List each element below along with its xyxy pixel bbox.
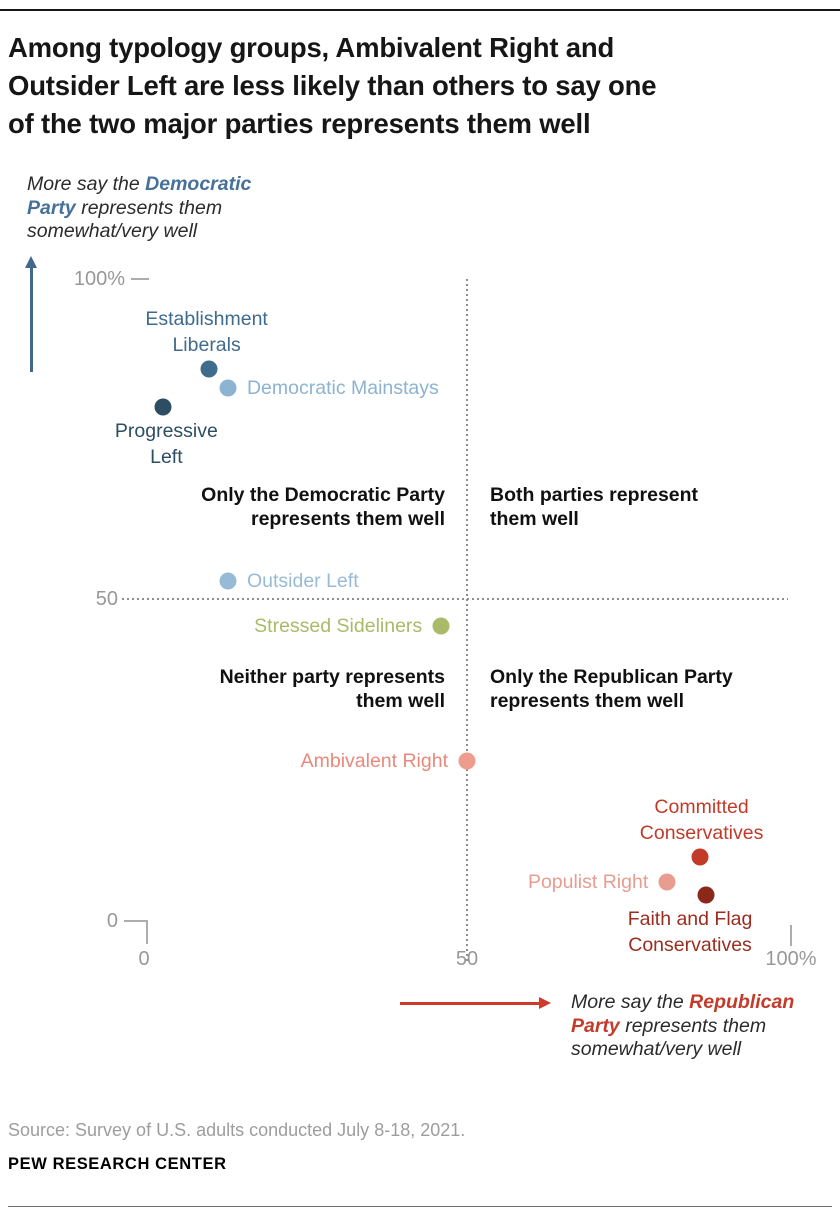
x-tick-50: 50 (455, 948, 479, 970)
annotation-text: represents them (75, 196, 223, 219)
y-tick-0-mark-vertical (146, 920, 148, 944)
quadrant-label-neither-party: Neither party represents them well (219, 666, 445, 712)
y-tick-0: 0 (106, 910, 118, 932)
up-arrow-head-icon (25, 256, 37, 268)
point-dot-outsider-left (219, 572, 237, 590)
quadrant-label-only-democratic: Only the Democratic Party represents the… (201, 484, 445, 530)
point-label-stressed-sideliners: Stressed Sideliners (254, 614, 423, 637)
republican-axis-annotation: More say the Republican Party represents … (571, 991, 794, 1062)
x-tick-100: 100% (765, 948, 817, 970)
party-name-highlight: Party (27, 196, 76, 219)
point-label-democratic-mainstays: Democratic Mainstays (246, 377, 439, 400)
page-title: Among typology groups, Ambivalent Right … (8, 32, 657, 139)
point-dot-democratic-mainstays (219, 379, 237, 397)
point-dot-ambivalent-right (458, 752, 476, 769)
x-tick-100-mark (790, 925, 792, 946)
source-note: Source: Survey of U.S. adults conducted … (8, 1120, 466, 1140)
point-label-committed-conservatives: Committed Conservatives (639, 795, 764, 844)
point-dot-populist-right (658, 873, 676, 891)
point-dot-stressed-sideliners (432, 617, 450, 635)
democratic-axis-annotation: More say the Democratic Party represents … (27, 173, 251, 244)
point-label-establishment-liberals: Establishment Liberals (145, 307, 268, 356)
party-name-highlight: Republican (689, 991, 795, 1013)
annotation-text: somewhat/very well (27, 220, 198, 242)
point-dot-establishment-liberals (200, 360, 218, 378)
point-dot-faith-and-flag-conservatives (697, 886, 715, 904)
point-label-progressive-left: Progressive Left (114, 420, 218, 469)
gridline-horizontal-50 (122, 598, 788, 600)
point-label-ambivalent-right: Ambivalent Right (300, 749, 448, 772)
point-label-faith-and-flag-conservatives: Faith and Flag Conservatives (627, 908, 753, 957)
right-arrow-icon (400, 1002, 540, 1005)
annotation-text: represents them (619, 1014, 767, 1037)
annotation-text: More say the (27, 173, 146, 195)
point-label-outsider-left: Outsider Left (246, 569, 359, 592)
point-label-populist-right: Populist Right (527, 871, 649, 894)
up-arrow-icon (30, 267, 33, 372)
quadrant-label-only-republican: Only the Republican Party represents the… (490, 666, 733, 712)
annotation-text: More say the (571, 991, 690, 1013)
gridline-vertical-50 (466, 279, 468, 963)
y-tick-100-mark (131, 278, 149, 280)
right-arrow-head-icon (539, 997, 551, 1009)
point-dot-committed-conservatives (691, 848, 709, 866)
party-name-highlight: Party (571, 1014, 620, 1037)
y-tick-0-mark-horizontal (124, 920, 148, 922)
annotation-text: somewhat/very well (571, 1038, 742, 1060)
x-tick-0: 0 (138, 948, 150, 970)
brand-footer: PEW RESEARCH CENTER (8, 1155, 227, 1173)
y-tick-50: 50 (95, 588, 118, 610)
bottom-rule (8, 1206, 832, 1207)
point-dot-progressive-left (154, 398, 172, 416)
y-tick-100: 100% (73, 268, 125, 290)
quadrant-label-both-parties: Both parties represent them well (490, 484, 699, 530)
top-rule (0, 9, 840, 11)
party-name-highlight: Democratic (145, 173, 252, 195)
